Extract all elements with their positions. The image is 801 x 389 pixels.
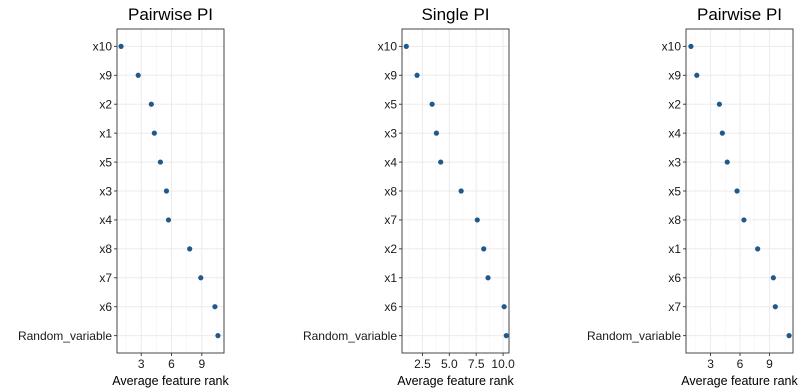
- data-point: [474, 217, 480, 223]
- y-tick-label: x10: [662, 40, 682, 54]
- x-tick-label: 3: [138, 357, 145, 371]
- y-tick-label: x6: [668, 271, 681, 285]
- data-point: [135, 72, 141, 78]
- data-point: [198, 275, 204, 281]
- y-tick-label: x8: [384, 184, 397, 198]
- data-point: [414, 72, 420, 78]
- y-tick-label: x7: [99, 271, 112, 285]
- panel-title: Single PI: [421, 5, 489, 24]
- x-tick-label: 7.5: [468, 357, 485, 371]
- x-tick-label: 5.0: [441, 357, 458, 371]
- y-tick-label: x1: [668, 242, 681, 256]
- x-axis-label: Average feature rank: [112, 374, 229, 388]
- data-point: [187, 246, 193, 252]
- data-point: [118, 43, 124, 49]
- data-point: [719, 130, 725, 136]
- data-point: [429, 101, 435, 107]
- y-tick-label: x6: [99, 300, 112, 314]
- x-tick-label: 9: [766, 357, 773, 371]
- y-tick-label: x3: [384, 126, 397, 140]
- y-tick-label: x5: [384, 98, 397, 112]
- y-tick-label: x9: [384, 69, 397, 83]
- data-point: [215, 333, 221, 339]
- y-tick-label: x8: [668, 213, 681, 227]
- data-point: [212, 304, 218, 310]
- data-point: [163, 188, 170, 194]
- y-tick-label: x4: [384, 155, 397, 169]
- data-point: [403, 43, 409, 49]
- y-tick-label: x9: [668, 69, 681, 83]
- data-point: [148, 101, 154, 107]
- y-tick-label: x5: [99, 155, 112, 169]
- data-point: [501, 304, 507, 310]
- data-point: [716, 101, 722, 107]
- data-point: [165, 217, 172, 223]
- y-tick-label: x5: [668, 184, 681, 198]
- data-point: [755, 246, 761, 252]
- y-tick-label: x7: [384, 213, 397, 227]
- data-point: [433, 130, 440, 136]
- y-tick-label: x9: [99, 69, 112, 83]
- y-tick-label: Random_variable: [303, 329, 397, 343]
- data-point: [458, 188, 464, 194]
- y-tick-label: x10: [378, 40, 398, 54]
- x-axis-label: Average feature rank: [397, 374, 514, 388]
- data-point: [694, 72, 700, 78]
- data-point: [770, 275, 776, 281]
- x-tick-label: 6: [737, 357, 744, 371]
- data-point: [724, 159, 730, 165]
- data-point: [772, 304, 778, 310]
- x-tick-label: 3: [707, 357, 714, 371]
- x-tick-label: 6: [168, 357, 175, 371]
- x-tick-label: 9: [198, 357, 205, 371]
- data-point: [438, 159, 444, 165]
- x-tick-label: 2.5: [414, 357, 431, 371]
- panel-title: Pairwise PI: [697, 5, 782, 24]
- chart-panel-3: Pairwise PI x10 x9 x2 x4 x3 x5 x8 x1 x6 x7 Random_v…: [587, 5, 799, 388]
- y-tick-label: x1: [99, 126, 112, 140]
- y-tick-label: x3: [668, 155, 681, 169]
- y-tick-label: x2: [384, 242, 397, 256]
- data-point: [734, 188, 740, 194]
- data-point: [786, 333, 792, 339]
- y-tick-label: x10: [93, 40, 113, 54]
- y-tick-label: x6: [384, 300, 397, 314]
- y-tick-label: x2: [668, 98, 681, 112]
- x-axis-label: Average feature rank: [681, 374, 798, 388]
- data-point: [741, 217, 747, 223]
- y-tick-label: x4: [668, 126, 681, 140]
- y-tick-label: x3: [99, 184, 112, 198]
- data-point: [503, 333, 509, 339]
- data-point: [481, 246, 487, 252]
- data-point: [157, 159, 164, 165]
- chart-panel-2: Single PI x10 x9 x5 x3 x4 x8 x7 x2 x1 x6 Random_var…: [303, 5, 515, 388]
- chart-panel-1: Pairwise PI x10 x9 x2 x1 x5 x3 x4 x8 x7 x6 Random_v…: [18, 5, 230, 388]
- y-tick-label: x1: [384, 271, 397, 285]
- y-tick-label: x7: [668, 300, 681, 314]
- data-point: [151, 130, 157, 136]
- panel-title: Pairwise PI: [128, 5, 213, 24]
- y-tick-label: Random_variable: [18, 329, 112, 343]
- y-tick-label: x8: [99, 242, 112, 256]
- data-point: [485, 275, 491, 281]
- x-tick-label: 10.0: [491, 357, 515, 371]
- y-tick-label: x4: [99, 213, 112, 227]
- y-tick-label: Random_variable: [587, 329, 681, 343]
- data-point: [688, 43, 694, 49]
- y-tick-label: x2: [99, 98, 112, 112]
